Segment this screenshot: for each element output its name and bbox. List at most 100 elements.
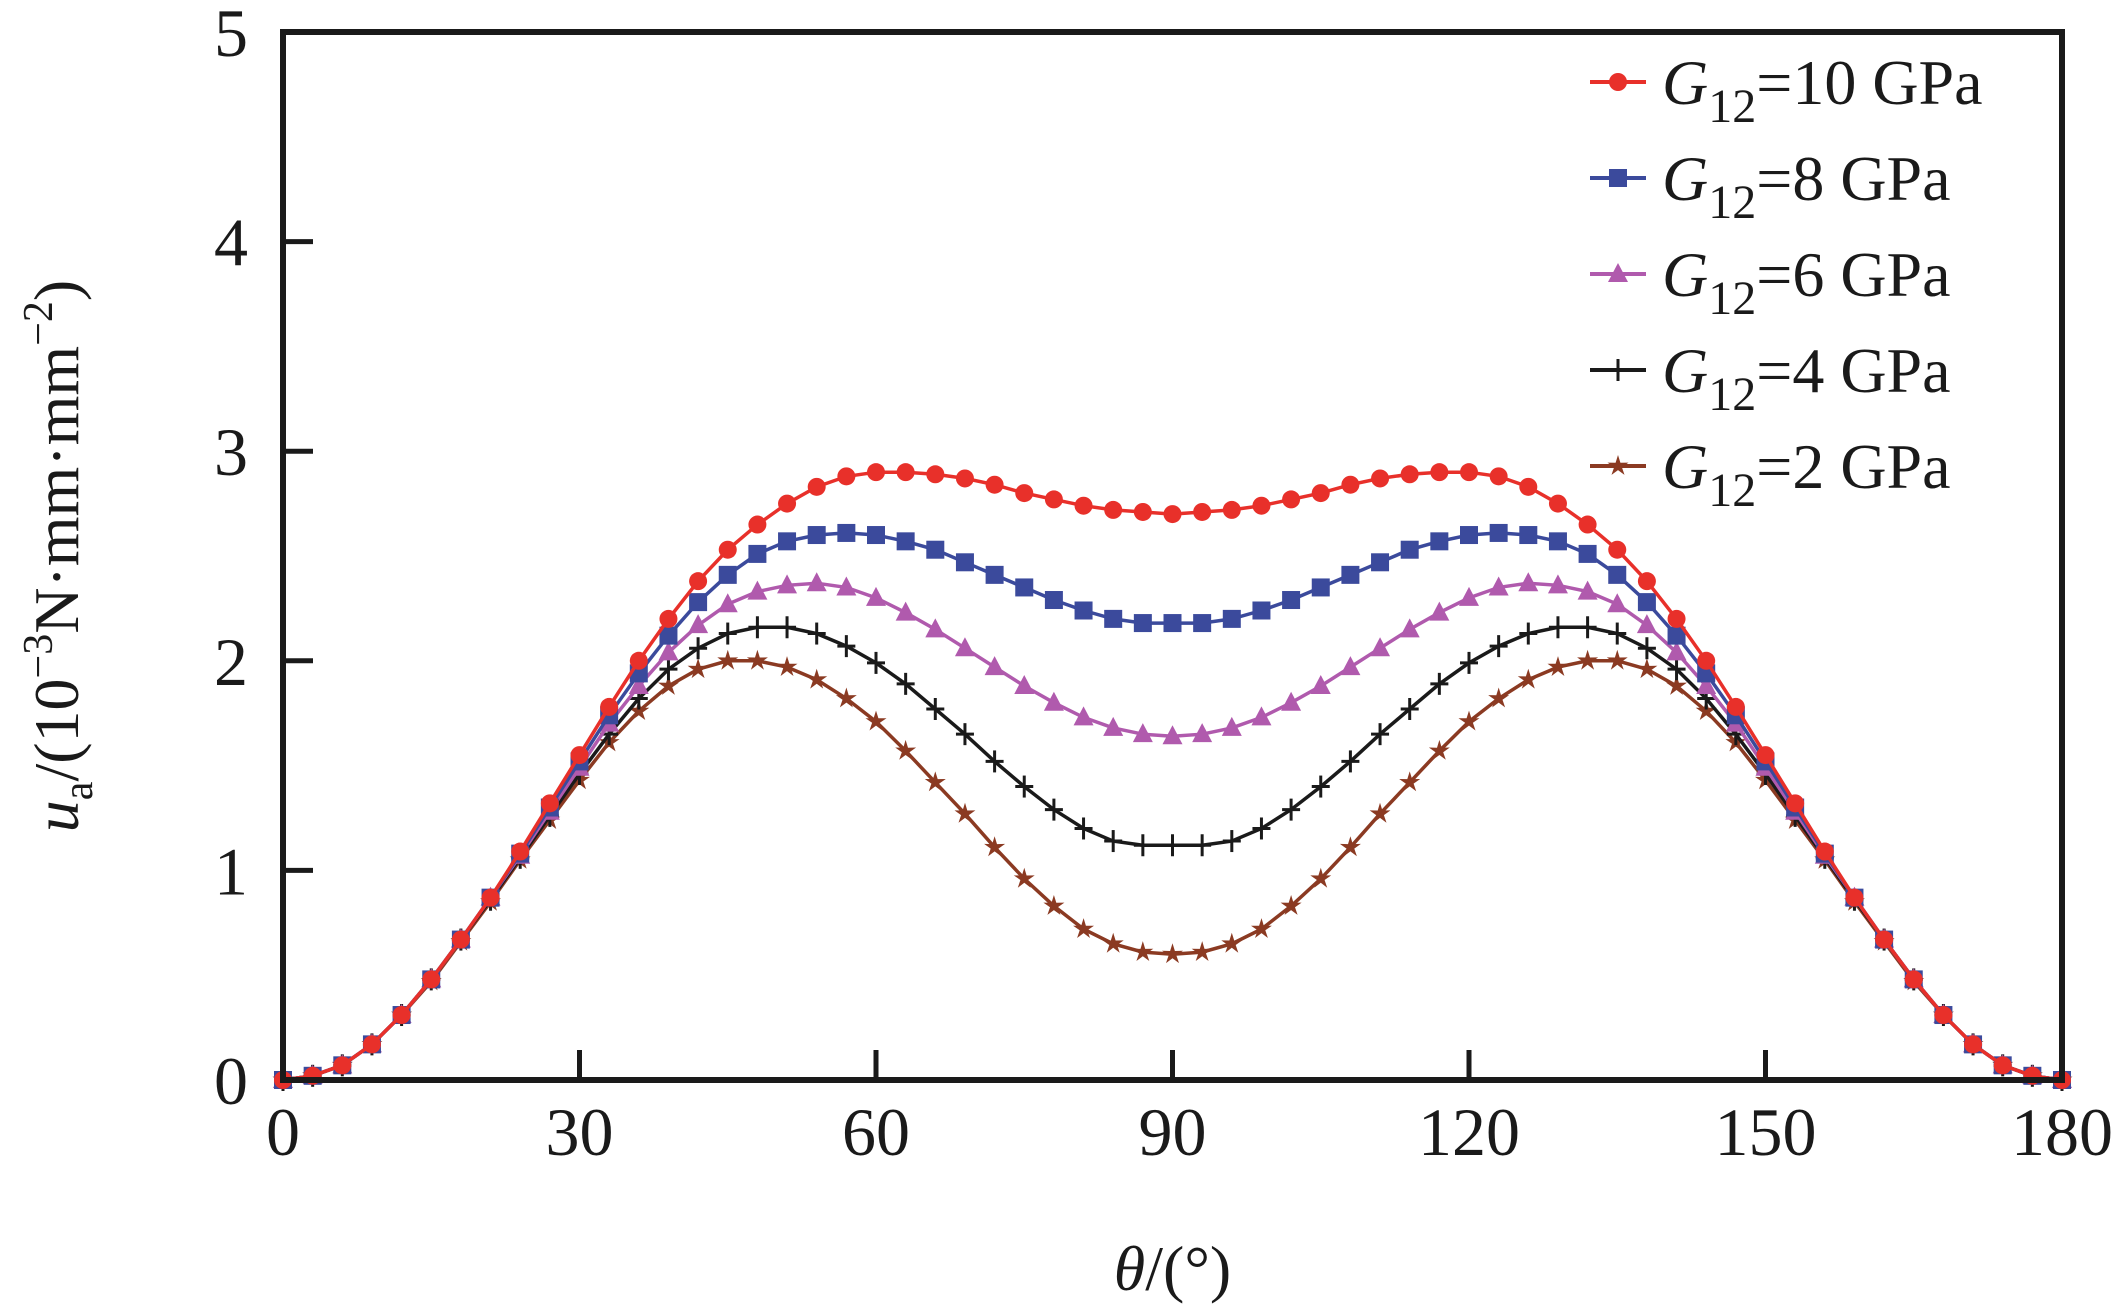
- data-point: [1163, 505, 1182, 524]
- data-point: [1488, 687, 1510, 708]
- series-plus: [274, 616, 2071, 1091]
- data-point: [865, 710, 887, 731]
- data-point: [1163, 614, 1182, 633]
- x-tick-label: 0: [266, 1094, 300, 1170]
- data-point: [1162, 943, 1183, 964]
- data-point: [362, 1035, 381, 1054]
- legend-label: G12=2 GPa: [1662, 431, 1951, 517]
- data-point: [984, 656, 1005, 676]
- data-point: [1460, 463, 1478, 482]
- data-point: [1015, 578, 1034, 597]
- data-point: [718, 540, 737, 559]
- data-point: [1548, 532, 1567, 551]
- data-point: [451, 930, 470, 949]
- data-point: [1103, 716, 1124, 736]
- data-point: [1369, 802, 1391, 823]
- data-point: [1133, 614, 1152, 633]
- data-point: [837, 523, 856, 542]
- legend-label: G12=8 GPa: [1662, 143, 1951, 229]
- data-point: [1192, 723, 1213, 743]
- data-point: [1636, 614, 1657, 634]
- data-point: [748, 544, 767, 563]
- data-point: [659, 626, 678, 645]
- data-point: [1400, 540, 1419, 559]
- data-point: [1519, 526, 1538, 545]
- data-point: [1428, 739, 1450, 760]
- data-point: [1637, 637, 1656, 660]
- data-point: [926, 698, 945, 721]
- data-point: [926, 465, 945, 484]
- data-point: [1934, 1006, 1953, 1025]
- x-axis-title: θ/(°): [1114, 1233, 1231, 1304]
- data-point: [1637, 572, 1656, 591]
- data-point: [658, 641, 679, 661]
- data-point: [1221, 932, 1243, 953]
- series-line: [282, 581, 2063, 1082]
- data-point: [1488, 576, 1509, 596]
- x-tick-label: 180: [2011, 1094, 2113, 1170]
- legend-item: G12=4 GPa: [1590, 335, 1951, 421]
- data-point: [1015, 775, 1034, 798]
- data-point: [867, 526, 885, 545]
- data-point: [835, 687, 857, 708]
- data-point: [1251, 918, 1272, 938]
- legend-label-var: G: [1662, 143, 1708, 214]
- data-point: [806, 668, 828, 689]
- data-point: [1577, 649, 1599, 670]
- data-point: [1104, 609, 1123, 628]
- data-point: [1162, 725, 1183, 745]
- x-tick-label: 90: [1139, 1094, 1207, 1170]
- legend-label-rest: =2 GPa: [1756, 431, 1950, 502]
- data-point: [570, 746, 589, 765]
- data-point: [1015, 484, 1034, 503]
- data-point: [1371, 723, 1390, 746]
- data-point: [1578, 616, 1597, 639]
- data-point: [746, 649, 768, 670]
- series-circle: [274, 463, 2071, 1089]
- data-point: [659, 609, 678, 628]
- data-point: [778, 494, 797, 513]
- data-point: [1043, 895, 1065, 915]
- data-point: [924, 771, 946, 792]
- y-tick-label: 5: [214, 0, 248, 71]
- data-point: [1400, 698, 1419, 721]
- legend-item: G12=8 GPa: [1590, 143, 1951, 229]
- data-point: [511, 842, 530, 861]
- data-point: [1222, 609, 1241, 628]
- data-point: [954, 637, 975, 657]
- data-point: [1637, 593, 1656, 612]
- data-point: [1547, 656, 1569, 676]
- data-point: [481, 888, 500, 907]
- legend-label-sub: 12: [1708, 176, 1756, 229]
- data-point: [1667, 609, 1686, 628]
- data-point: [1547, 574, 1568, 594]
- data-point: [807, 477, 826, 496]
- data-point: [659, 658, 678, 681]
- data-point: [1191, 941, 1213, 961]
- y-tick-label: 4: [214, 205, 248, 281]
- data-point: [1519, 622, 1538, 645]
- data-point: [926, 540, 945, 559]
- data-point: [1311, 578, 1330, 597]
- legend-label-var: G: [1662, 47, 1708, 118]
- data-point: [717, 649, 739, 670]
- data-point: [806, 572, 827, 592]
- data-point: [1458, 710, 1480, 731]
- x-tick-label: 120: [1418, 1094, 1520, 1170]
- data-point: [717, 593, 738, 613]
- data-point: [1310, 674, 1331, 694]
- data-point: [1517, 668, 1539, 689]
- data-point: [1695, 700, 1717, 720]
- data-point: [540, 794, 559, 813]
- data-point: [747, 580, 768, 600]
- data-point: [1222, 830, 1241, 853]
- y-axis-title: ua/(10−3N·mm·mm−2): [16, 280, 102, 832]
- legend-item: G12=10 GPa: [1590, 47, 1983, 133]
- data-point: [1399, 618, 1420, 638]
- data-point: [1132, 723, 1153, 743]
- data-point: [955, 553, 974, 572]
- data-point: [1430, 532, 1449, 551]
- data-point: [867, 463, 885, 482]
